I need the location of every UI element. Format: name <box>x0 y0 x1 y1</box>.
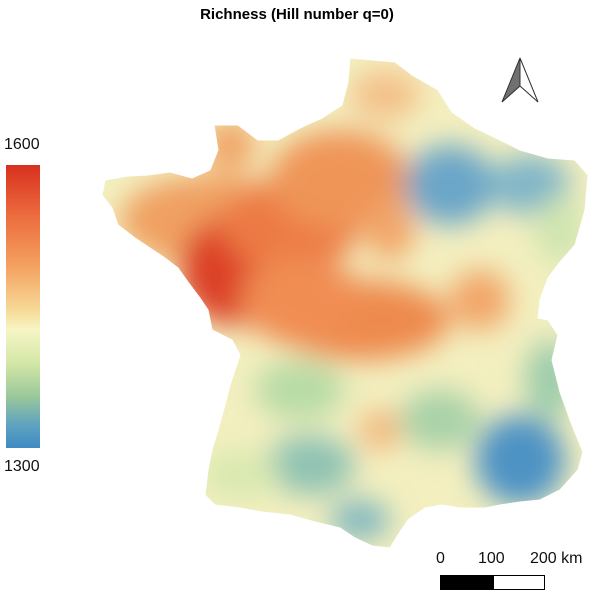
legend-color-bar <box>6 165 40 448</box>
scale-bar-divider <box>493 576 494 589</box>
scale-tick-200: 200 km <box>530 550 583 567</box>
legend-min-label: 1300 <box>4 458 40 475</box>
scale-bar-black-segment <box>441 576 493 589</box>
map-title: Richness (Hill number q=0) <box>200 6 394 23</box>
legend-max-label: 1600 <box>4 136 40 153</box>
scale-bar <box>440 575 545 590</box>
north-arrow-icon <box>500 56 540 106</box>
france-map-area <box>102 58 588 548</box>
france-outline <box>101 57 589 549</box>
scale-tick-100: 100 <box>478 550 505 567</box>
scale-tick-0: 0 <box>436 550 445 567</box>
